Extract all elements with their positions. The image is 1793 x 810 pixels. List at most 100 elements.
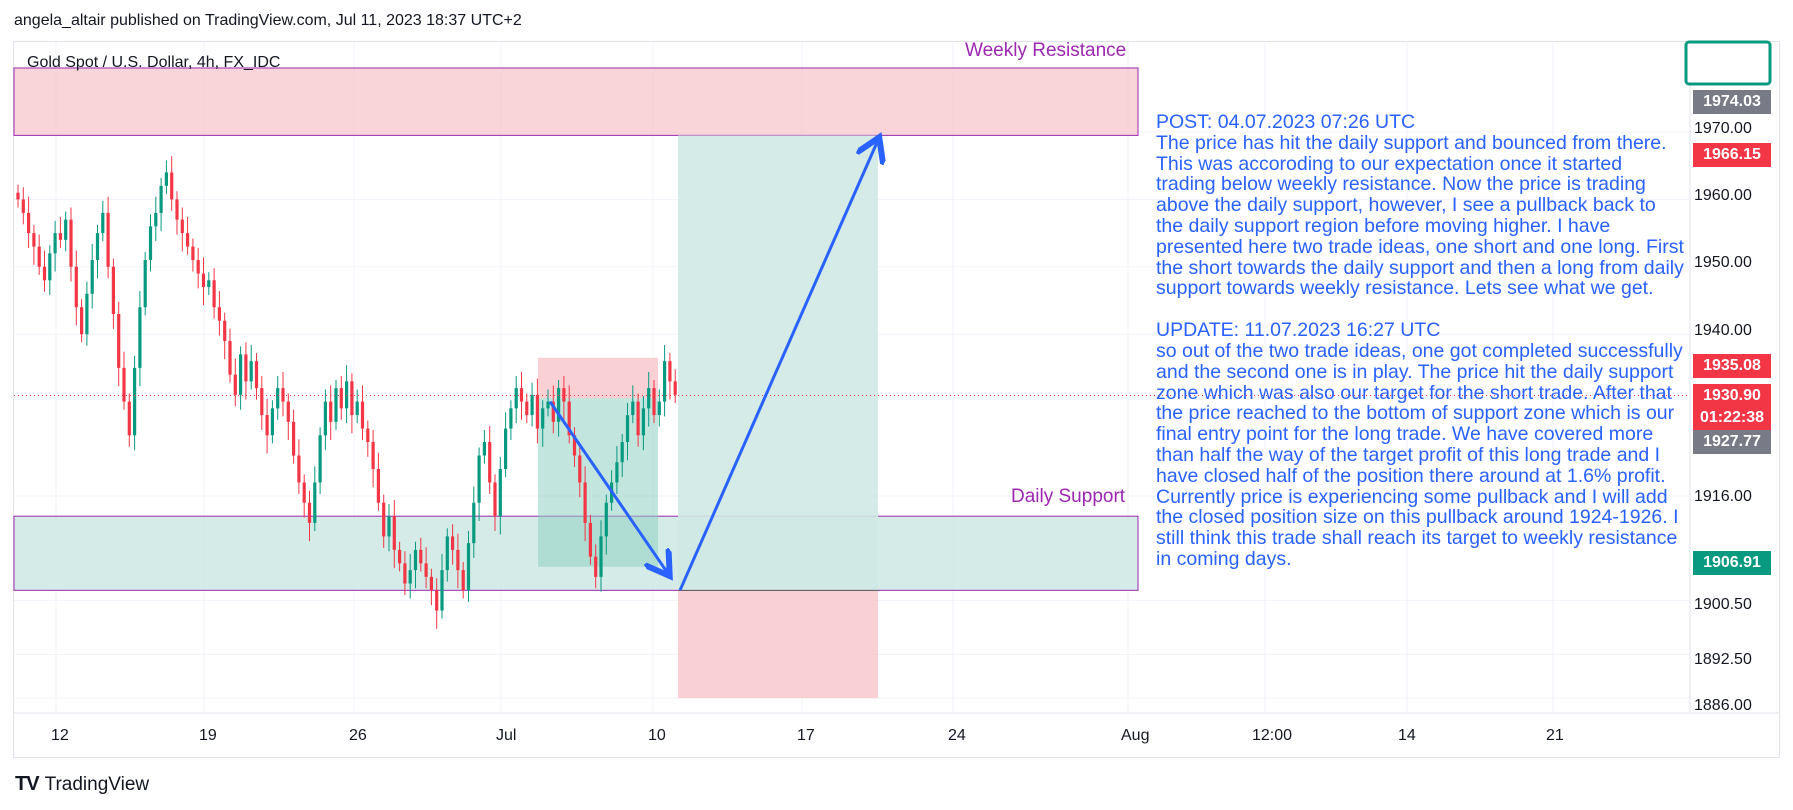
candle-body [541,408,545,429]
candle-body [604,502,608,537]
candle-body [641,408,645,436]
candle-body [636,401,640,436]
candle-body [32,233,36,247]
candle-body [652,388,656,416]
candle-body [233,374,237,395]
footer-brand[interactable]: TV TradingView [15,773,149,796]
candle-body [42,266,47,281]
y-tick-label: 1892.50 [1694,651,1752,668]
candle-body [122,367,126,402]
candle-body [111,266,115,314]
daily-support-label: Daily Support [1011,486,1126,507]
candle-body [504,428,508,469]
candle-body [159,185,163,213]
candle-body [318,435,322,483]
candle-body [334,388,338,422]
candle-body [551,401,555,422]
candle-body [440,570,444,611]
candle-body [254,361,259,389]
candle-body [27,212,31,234]
candle-body [435,590,439,611]
candle-body [164,172,168,186]
candle-body [355,401,359,416]
x-tick-label: 17 [797,727,815,744]
candle-body [90,260,94,294]
long-arrow [678,140,878,591]
symbol-title: Gold Spot / U.S. Dollar, 4h, FX_IDC [27,54,281,71]
candle-body [588,522,592,557]
candle-body [133,367,137,436]
candle-body [180,219,184,234]
candle-body [493,482,497,517]
candle-body [371,442,375,469]
candle-body [668,361,672,382]
candle-body [127,401,131,436]
x-tick-label: Jul [496,727,517,744]
weekly-resistance-zone [13,67,1139,136]
candle-body [387,516,391,537]
x-tick-label: 10 [648,727,666,744]
candle-body [419,549,423,564]
candle-body [572,435,577,456]
candle-body [74,266,78,308]
price-tag-support: 1906.91 [1693,551,1771,575]
update-title: UPDATE: 11.07.2023 16:27 UTC [1156,319,1441,342]
candle-body [615,462,619,483]
price-tag-countdown: 01:22:38 [1693,406,1771,430]
candle-body [620,442,624,463]
footer-brand-name: TradingView [44,773,150,795]
candle-body [207,280,211,288]
candle-body [37,246,41,267]
candle-body [631,401,635,416]
candle-body [525,401,529,416]
candle-body [429,576,433,591]
candle-body [191,246,195,261]
candle-body [488,442,492,483]
y-tick-label: 1940.00 [1694,322,1752,339]
y-tick-label: 1916.00 [1694,488,1752,505]
candle-body [307,502,312,523]
x-tick-label: 12:00 [1252,727,1293,744]
candle-body [170,172,174,200]
candle-body [69,219,73,267]
short-arrow [548,400,668,574]
chart-frame [13,41,1780,758]
candle-body [657,401,661,416]
candle-body [297,455,301,483]
candle-body [482,442,486,456]
candle-body [599,536,603,577]
candle-body [546,401,550,409]
candle-body [154,212,158,227]
candle-body [21,199,25,213]
candle-body [313,482,317,523]
candle-body [228,340,232,375]
candle-body [509,408,513,429]
candle-body [329,401,333,422]
candle-body [625,415,630,443]
scale-top-tag [1684,40,1772,86]
candle-body [239,354,243,395]
price-tag-current: 1930.90 [1693,384,1771,408]
candle-body [48,253,52,281]
candle-body [408,570,412,584]
short-stop-box [538,357,658,399]
candle-body [217,307,221,321]
candle-body [196,260,200,274]
candle-body [360,401,365,429]
x-tick-label: 12 [51,727,69,744]
candle-body [276,388,280,409]
weekly-resistance-label: Weekly Resistance [965,40,1127,61]
price-tag-low: 1927.77 [1693,430,1771,454]
candle-body [223,320,227,341]
candle-body [323,401,327,436]
candle-body [647,388,651,409]
candle-body [583,482,587,523]
candle-body [451,536,455,550]
candle-body [175,199,179,220]
y-tick-label: 1900.50 [1694,596,1752,613]
x-tick-label: 24 [948,727,966,744]
tradingview-logo-icon: TV [15,773,40,795]
candle-body [281,388,285,402]
candle-body [673,381,677,395]
